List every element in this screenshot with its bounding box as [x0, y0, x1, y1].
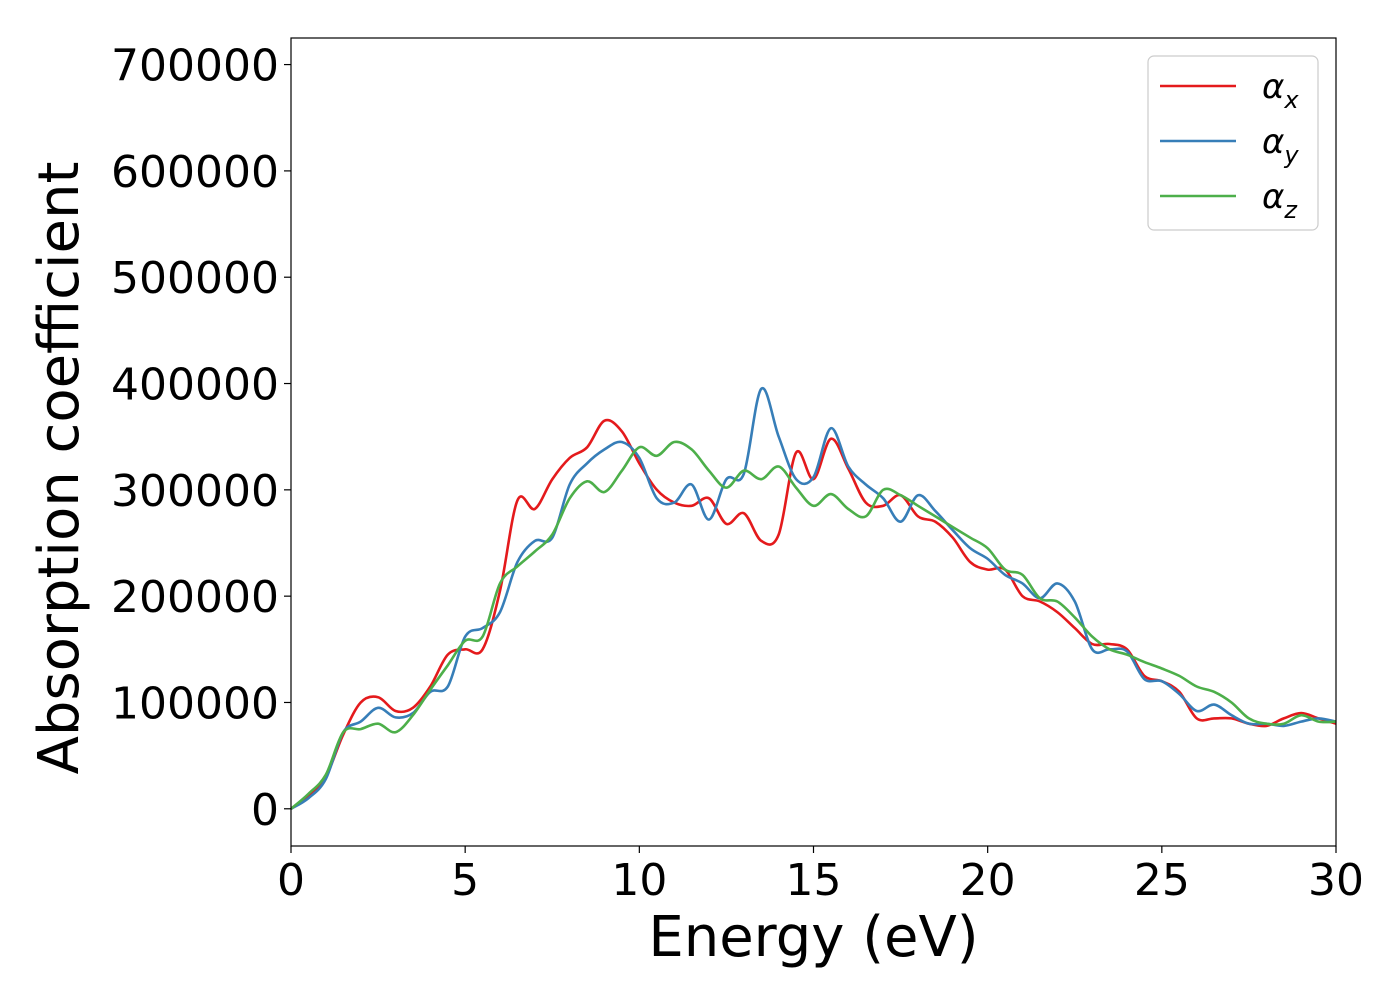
- series-line-y: [291, 387, 1336, 810]
- x-tick-label: 30: [1308, 855, 1364, 906]
- x-tick-label: 5: [451, 855, 479, 906]
- y-tick-label: 700000: [111, 41, 279, 92]
- x-axis-label: Energy (eV): [648, 905, 978, 970]
- x-tick-label: 25: [1134, 855, 1190, 906]
- x-tick-label: 15: [786, 855, 842, 906]
- y-axis-label: Absorption coefficient: [27, 162, 92, 775]
- y-tick-label: 200000: [111, 572, 279, 623]
- legend-box: [1147, 55, 1319, 231]
- y-tick-label: 100000: [111, 678, 279, 729]
- y-tick-label: 300000: [111, 466, 279, 517]
- series-layer: [291, 387, 1336, 810]
- y-tick-label: 0: [251, 785, 279, 836]
- x-tick-label: 0: [277, 855, 305, 906]
- y-tick-label: 400000: [111, 360, 279, 411]
- series-line-z: [291, 440, 1336, 810]
- y-tick-label: 500000: [111, 253, 279, 304]
- ticks-layer: 0 5 10 15 20 25 30 0 100000 200000 300000 400000 500…: [111, 41, 1364, 906]
- y-tick-label: 600000: [111, 147, 279, 198]
- x-tick-label: 20: [960, 855, 1016, 906]
- x-tick-label: 10: [611, 855, 667, 906]
